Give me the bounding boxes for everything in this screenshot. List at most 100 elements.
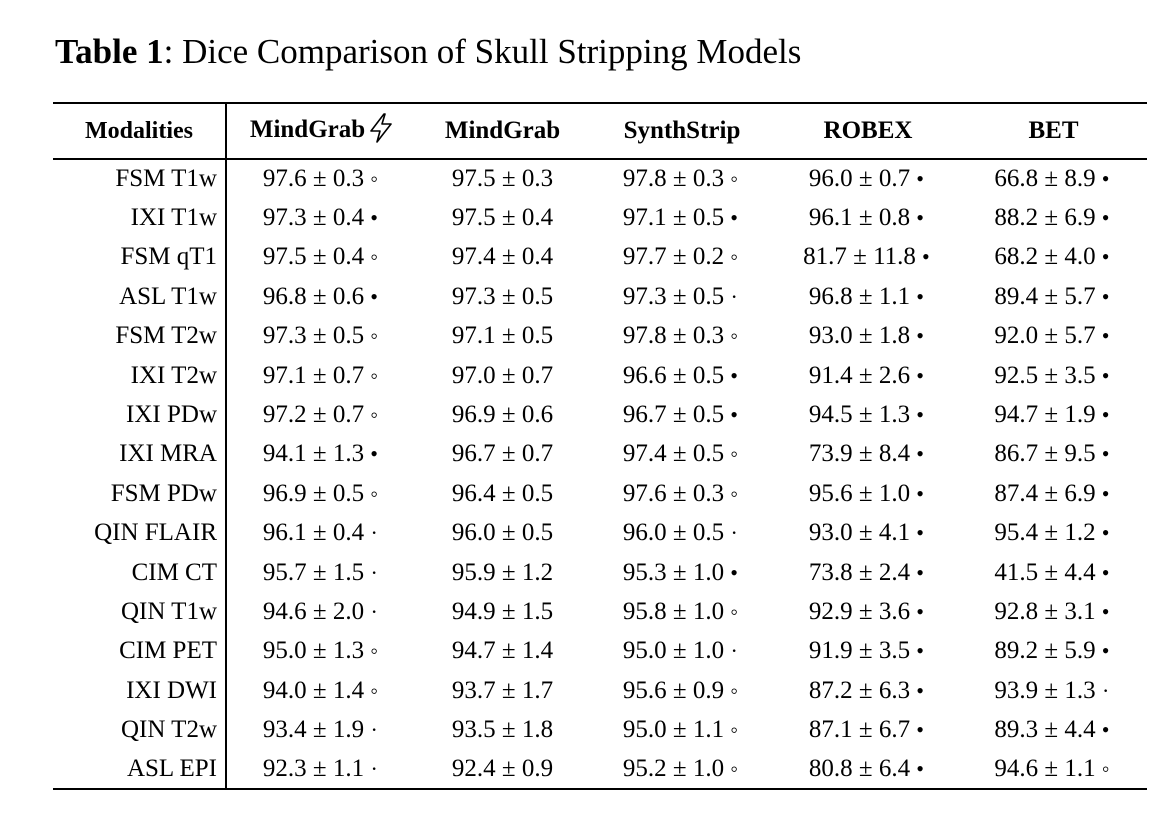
score-value: 97.1 ± 0.7 [262,361,365,389]
score-value: 97.3 ± 0.5 [262,322,365,350]
score-value: 97.5 ± 0.4 [262,243,365,271]
score-cell-robex: 93.0 ± 4.1 • [776,514,960,553]
score-cell-robex: 81.7 ± 11.8 • [776,238,960,277]
score-value: 92.9 ± 3.6 [808,597,911,625]
score-value: 94.1 ± 1.3 [262,440,365,468]
significance-marker: · [730,638,738,664]
modality-cell: FSM qT1 [53,237,227,278]
significance-marker: • [916,441,924,467]
significance-marker: • [916,638,924,664]
header-modalities: Modalities [53,102,227,160]
significance-marker: • [1101,559,1110,585]
significance-marker: ◦ [370,677,379,703]
significance-marker: • [730,362,738,388]
score-cell-robex: 87.1 ± 6.7 • [776,710,960,749]
score-cell-mindgrab: 96.7 ± 0.7 [417,435,588,474]
significance-marker: • [1101,520,1110,546]
modality-cell: CIM CT [53,552,227,593]
table-title: : Dice Comparison of Skull Stripping Mod… [163,32,802,71]
significance-marker: • [1101,441,1110,467]
score-value: 93.0 ± 1.8 [808,322,911,350]
score-value: 73.8 ± 2.4 [808,558,911,586]
significance-marker: ◦ [1101,756,1110,782]
significance-marker: ◦ [730,323,739,349]
score-value: 86.7 ± 9.5 [994,440,1096,468]
score-value: 93.9 ± 1.3 [994,676,1096,704]
score-cell-bet: 92.5 ± 3.5 • [960,356,1147,395]
significance-marker: • [916,520,924,546]
score-value: 95.6 ± 0.9 [622,676,725,704]
score-cell-mindgrab-fast: 97.6 ± 0.3 ◦ [226,159,417,198]
score-cell-mindgrab-fast: 93.4 ± 1.9 · [226,710,417,749]
header-row: Modalities MindGrab MindGrab SynthStrip … [53,102,1147,160]
score-value: 68.2 ± 4.0 [994,243,1096,271]
modality-cell: FSM T2w [53,316,227,356]
significance-marker: • [1101,205,1110,231]
table-row: QIN T2w 93.4 ± 1.9 · 93.5 ± 1.8 95.0 ± 1.1 ◦ 8… [53,710,1147,750]
significance-marker: • [916,559,924,585]
table-row: ASL EPI 92.3 ± 1.1 · 92.4 ± 0.9 95.2 ± 1.0 ◦ 8… [53,749,1147,791]
significance-marker: • [1101,402,1110,428]
score-cell-bet: 89.3 ± 4.4 • [960,710,1147,749]
score-cell-robex: 73.9 ± 8.4 • [776,435,960,474]
score-value: 89.4 ± 5.7 [994,282,1096,310]
score-cell-bet: 93.9 ± 1.3 · [960,671,1147,710]
score-value: 97.1 ± 0.5 [622,204,725,232]
significance-marker: · [370,559,378,585]
significance-marker: • [916,402,924,428]
significance-marker: • [916,717,924,743]
score-cell-mindgrab: 96.4 ± 0.5 [417,474,588,513]
score-cell-bet: 87.4 ± 6.9 • [960,474,1147,513]
score-value: 97.8 ± 0.3 [622,165,725,193]
score-cell-robex: 96.0 ± 0.7 • [776,159,960,198]
score-cell-mindgrab: 95.9 ± 1.2 [417,553,588,592]
score-cell-mindgrab: 94.7 ± 1.4 [417,632,588,671]
score-value: 92.0 ± 5.7 [994,322,1096,350]
score-cell-bet: 66.8 ± 8.9 • [960,159,1147,198]
significance-marker: · [730,283,738,309]
significance-marker: • [370,283,378,309]
significance-marker: · [730,520,738,546]
score-value: 66.8 ± 8.9 [994,165,1096,193]
score-cell-mindgrab: 97.5 ± 0.4 [417,198,588,237]
score-cell-bet: 41.5 ± 4.4 • [960,553,1147,592]
score-cell-synthstrip: 95.2 ± 1.0 ◦ [588,749,776,791]
score-cell-synthstrip: 96.0 ± 0.5 · [588,514,776,553]
significance-marker: • [730,402,738,428]
score-cell-robex: 95.6 ± 1.0 • [776,474,960,513]
score-value: 92.3 ± 1.1 [262,755,365,783]
score-value: 96.9 ± 0.6 [451,401,554,429]
score-cell-mindgrab: 97.0 ± 0.7 [417,356,588,395]
score-cell-mindgrab: 96.0 ± 0.5 [417,514,588,553]
score-value: 73.9 ± 8.4 [808,440,911,468]
table-row: QIN FLAIR 96.1 ± 0.4 · 96.0 ± 0.5 96.0 ± 0.5… [53,513,1147,553]
score-value: 96.0 ± 0.5 [622,519,725,547]
score-value: 97.4 ± 0.5 [622,440,725,468]
header-mindgrab-fast-label: MindGrab [249,115,366,143]
score-value: 95.7 ± 1.5 [262,558,365,586]
significance-marker: • [916,283,924,309]
score-value: 97.5 ± 0.3 [451,165,554,193]
modality-cell: IXI T2w [53,355,227,396]
score-cell-mindgrab-fast: 97.3 ± 0.5 ◦ [226,317,417,356]
significance-marker: ◦ [370,323,379,349]
score-cell-synthstrip: 96.7 ± 0.5 • [588,395,776,434]
score-cell-robex: 96.1 ± 0.8 • [776,198,960,237]
table-row: ASL T1w 96.8 ± 0.6 • 97.3 ± 0.5 97.3 ± 0.5 · 9… [53,277,1147,317]
significance-marker: · [370,756,378,782]
score-cell-synthstrip: 97.3 ± 0.5 · [588,277,776,316]
significance-marker: • [916,756,924,782]
score-value: 96.1 ± 0.8 [808,204,911,232]
score-cell-mindgrab: 97.4 ± 0.4 [417,238,588,277]
score-value: 96.6 ± 0.5 [622,361,725,389]
score-cell-mindgrab: 97.3 ± 0.5 [417,277,588,316]
score-value: 97.6 ± 0.3 [262,165,365,193]
score-cell-robex: 80.8 ± 6.4 • [776,749,960,791]
score-value: 89.2 ± 5.9 [994,637,1096,665]
score-value: 97.4 ± 0.4 [451,243,554,271]
score-cell-mindgrab: 96.9 ± 0.6 [417,395,588,434]
score-value: 93.5 ± 1.8 [451,716,554,744]
significance-marker: • [370,441,378,467]
header-robex: ROBEX [776,102,960,160]
modality-cell: QIN FLAIR [53,513,227,553]
